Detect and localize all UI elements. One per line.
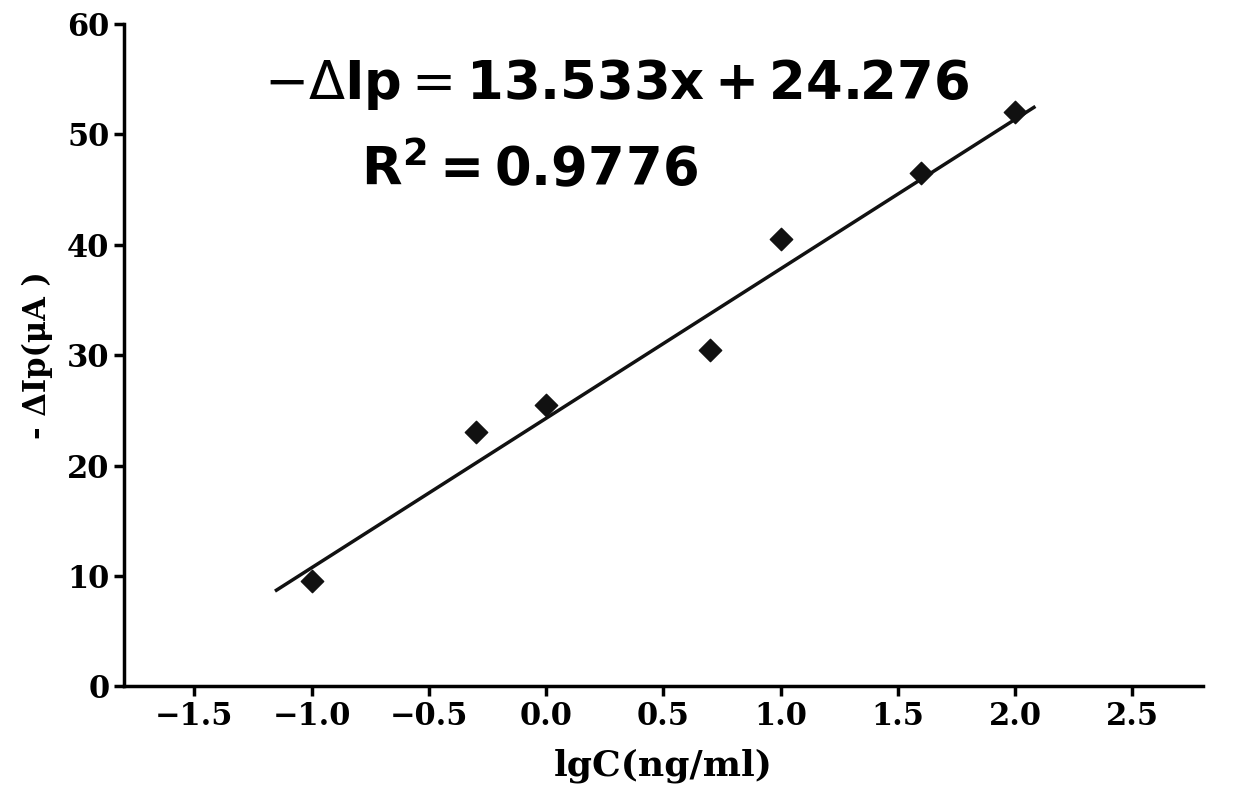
Point [1006, 106, 1025, 118]
Text: $\mathbf{R^2 = 0.9776}$: $\mathbf{R^2 = 0.9776}$ [361, 143, 698, 196]
Point [466, 426, 486, 439]
Point [536, 398, 556, 411]
Y-axis label: - ΔIp(μA ): - ΔIp(μA ) [22, 271, 53, 439]
X-axis label: lgC(ng/ml): lgC(ng/ml) [554, 749, 773, 783]
Point [301, 575, 321, 588]
Point [771, 233, 791, 245]
Point [911, 166, 931, 179]
Text: $-\Delta\mathbf{Ip} = \mathbf{13.533x + 24.276}$: $-\Delta\mathbf{Ip} = \mathbf{13.533x + … [264, 57, 970, 112]
Point [701, 343, 720, 356]
